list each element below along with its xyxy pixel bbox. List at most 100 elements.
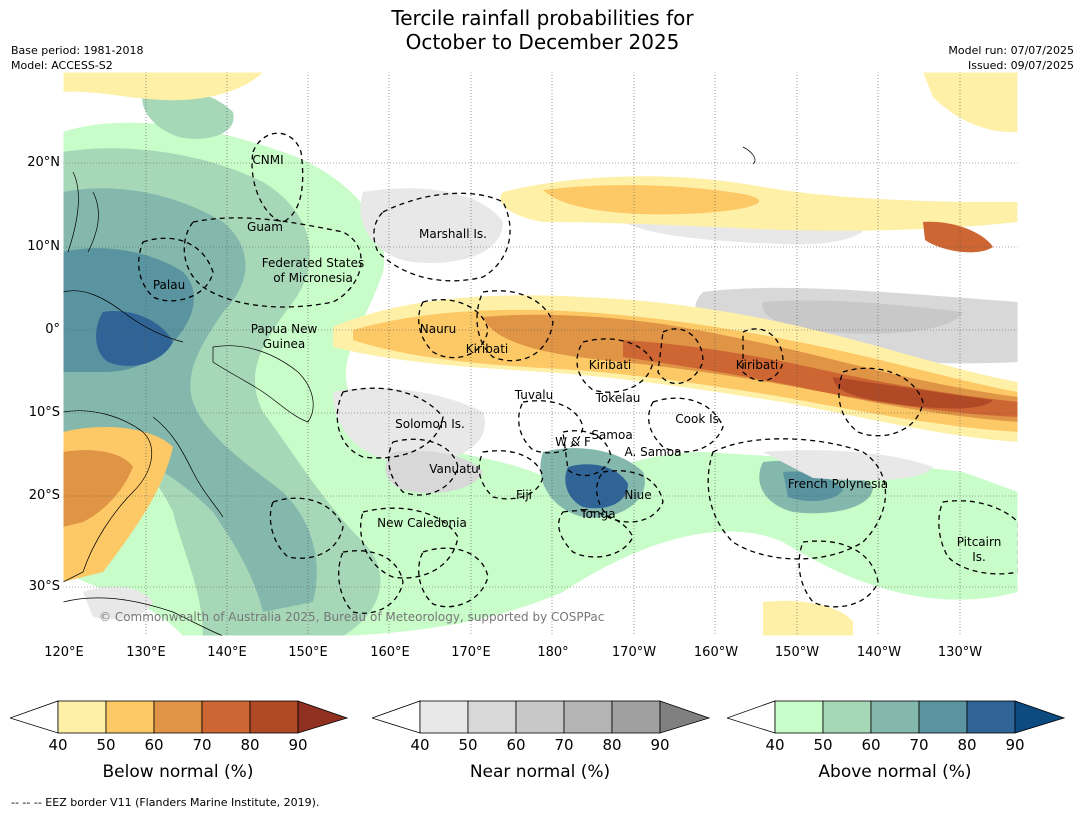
cbar2-tick: 90 [1005,736,1025,754]
lon-label-180: 180° [537,645,569,660]
lon-label-170w: 170°W [611,645,657,660]
label-png-1: Papua New [251,322,318,336]
near-normal-colorbar [372,700,711,734]
lon-label-170e: 170°E [451,645,491,660]
above-normal-fields [63,88,1018,636]
label-tuvalu: Tuvalu [514,388,554,402]
colorbar-extend-above [1014,700,1066,734]
colorbar-segment [774,700,824,734]
label-fsm-1: Federated States [262,256,364,270]
below-normal-fields [63,72,1018,636]
lat-label-10n: 10°N [27,239,60,254]
cbar2-tick: 60 [861,736,881,754]
map-title: Tercile rainfall probabilities for Octob… [0,6,1085,54]
cbar0-tick: 60 [144,736,164,754]
probability-map: CNMI Guam Marshall Is. Federated States … [63,72,1018,636]
cbar1-tick: 90 [650,736,670,754]
label-kiribati-2: Kiribati [589,358,631,372]
cbar0-tick: 70 [192,736,212,754]
lat-label-20s: 20°S [28,488,60,503]
colorbar-segment [515,700,565,734]
lon-label-120e: 120°E [44,645,84,660]
below-normal-colorbar [10,700,349,734]
label-kiribati-3: Kiribati [736,358,778,372]
base-period: Base period: 1981-2018 [11,44,144,57]
cbar1-tick: 50 [458,736,478,754]
label-wf: W & F [555,435,591,449]
meta-left: Base period: 1981-2018 Model: ACCESS-S2 [11,43,143,73]
label-cnmi: CNMI [252,153,283,167]
lon-label-130w: 130°W [937,645,983,660]
colorbar-segment [563,700,613,734]
issued-date: Issued: 09/07/2025 [967,59,1074,72]
cbar2-tick: 40 [765,736,785,754]
model-name: Model: ACCESS-S2 [11,59,113,72]
colorbar-segment [918,700,968,734]
label-palau: Palau [153,278,185,292]
colorbar-segment [966,700,1016,734]
cbar1-tick: 80 [602,736,622,754]
colorbar-segment [822,700,872,734]
copyright-text: © Commonwealth of Australia 2025, Bureau… [99,610,604,624]
cbar2-tick: 50 [813,736,833,754]
cbar2-tick: 80 [957,736,977,754]
label-nauru: Nauru [420,322,456,336]
model-run: Model run: 07/07/2025 [948,44,1074,57]
colorbar-segment [249,700,299,734]
colorbar-segment [611,700,661,734]
cbar0-tick: 90 [288,736,308,754]
label-guam: Guam [247,220,283,234]
lat-label-30s: 30°S [28,579,60,594]
label-tokelau: Tokelau [595,391,641,405]
cbar1-tick: 40 [410,736,430,754]
above-normal-label: Above normal (%) [818,762,972,782]
cbar0-tick: 50 [96,736,116,754]
cbar2-tick: 70 [909,736,929,754]
lat-label-0: 0° [45,322,60,337]
below-normal-label: Below normal (%) [102,762,254,782]
meta-right: Model run: 07/07/2025 Issued: 09/07/2025 [948,43,1074,73]
cbar0-tick: 80 [240,736,260,754]
label-new-caledonia: New Caledonia [377,516,467,530]
lon-label-160e: 160°E [370,645,410,660]
lon-label-130e: 130°E [126,645,166,660]
label-marshall: Marshall Is. [419,227,487,241]
cbar0-tick: 40 [48,736,68,754]
title-line-2: October to December 2025 [405,30,680,54]
lon-label-150e: 150°E [288,645,328,660]
label-pitcairn-1: Pitcairn [957,535,1002,549]
label-samoa: Samoa [591,428,632,442]
lat-label-10s: 10°S [28,405,60,420]
colorbar-segment [153,700,203,734]
colorbar-extend-below [297,700,349,734]
label-fsm-2: of Micronesia [273,271,353,285]
lon-label-140e: 140°E [207,645,247,660]
colorbar-segment [201,700,251,734]
label-cook: Cook Is. [675,412,722,426]
coastlines [63,146,756,636]
label-tonga: Tonga [579,507,615,521]
label-vanuatu: Vanuatu [429,462,479,476]
lon-label-140w: 140°W [856,645,902,660]
lat-label-20n: 20°N [27,155,60,170]
label-pitcairn-2: Is. [972,550,986,564]
colorbar-extend-near [659,700,711,734]
colorbar-segment [467,700,517,734]
colorbar-segment [870,700,920,734]
label-solomon: Solomon Is. [395,417,465,431]
label-niue: Niue [624,488,651,502]
eez-borders [138,132,1018,614]
colorbar-segment [105,700,155,734]
lon-label-150w: 150°W [774,645,820,660]
above-normal-colorbar [727,700,1066,734]
near-normal-label: Near normal (%) [469,762,611,782]
label-kiribati-1: Kiribati [466,342,508,356]
cbar1-tick: 70 [554,736,574,754]
lon-label-160w: 160°W [693,645,739,660]
label-french-polynesia: French Polynesia [788,477,888,491]
cbar1-tick: 60 [506,736,526,754]
colorbar-segment [57,700,107,734]
label-asamoa: A. Samoa [625,445,682,459]
region-labels: CNMI Guam Marshall Is. Federated States … [153,153,1001,564]
title-line-1: Tercile rainfall probabilities for [391,6,694,30]
